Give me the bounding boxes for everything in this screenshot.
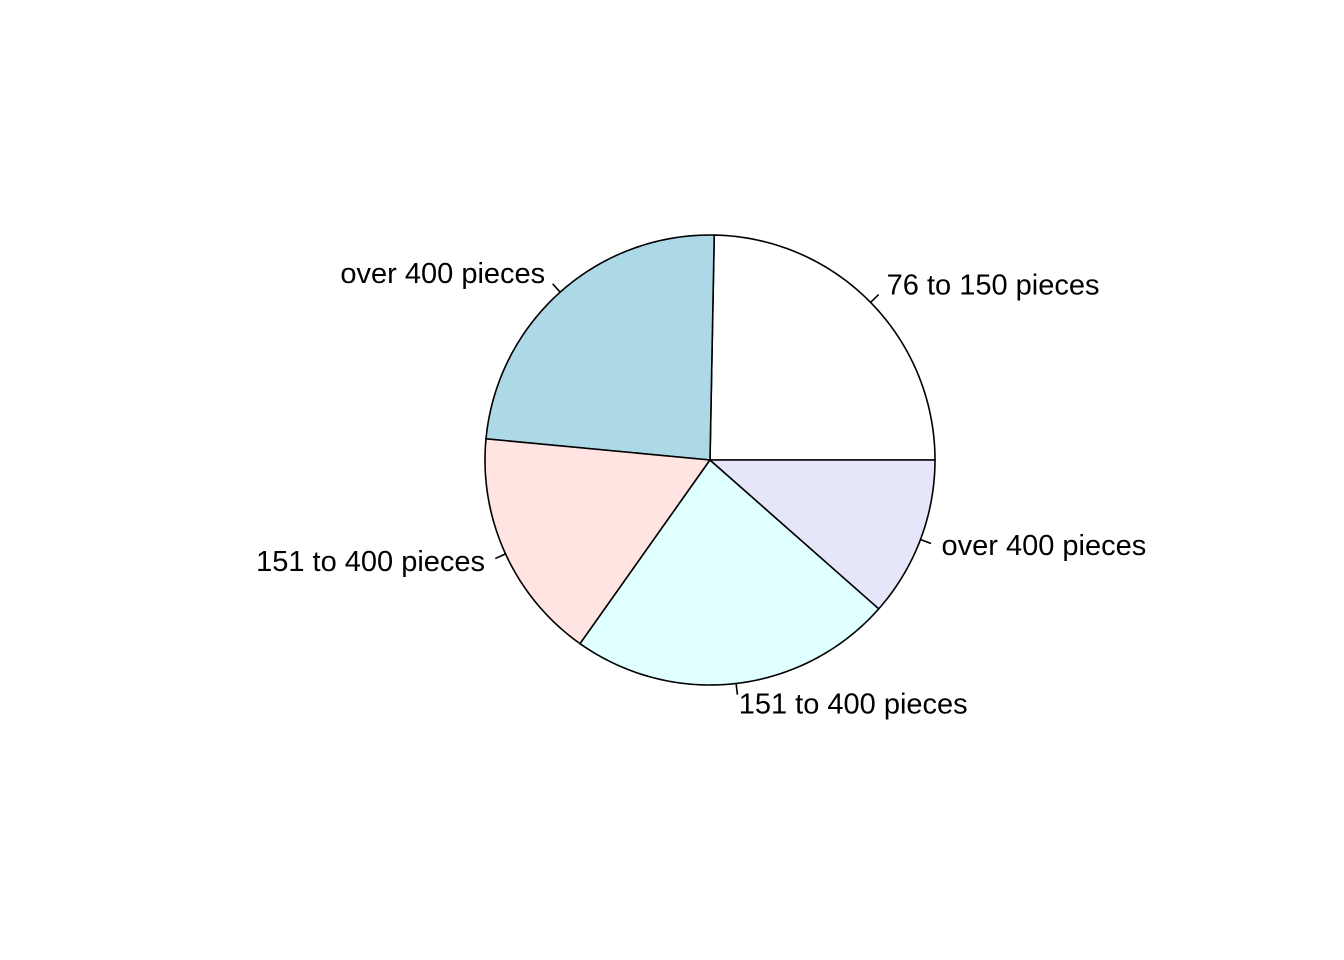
pie-slice-4 bbox=[578, 458, 880, 686]
label-ticks bbox=[494, 283, 932, 695]
label-tick-5 bbox=[920, 538, 932, 545]
label-tick-1 bbox=[870, 293, 880, 303]
pie-slice-5 bbox=[707, 459, 936, 610]
label-tick-2 bbox=[552, 283, 561, 293]
slice-labels: 76 to 150 pieces over 400 pieces 151 to 40… bbox=[256, 258, 1146, 720]
slice-label-1: 76 to 150 pieces bbox=[887, 269, 1100, 301]
label-tick-3 bbox=[494, 553, 506, 560]
pie-slices bbox=[484, 234, 936, 686]
slice-label-3: 151 to 400 pieces bbox=[256, 546, 485, 578]
slice-label-4: 151 to 400 pieces bbox=[739, 688, 968, 720]
pie-slice-3 bbox=[484, 437, 712, 645]
slice-label-2: over 400 pieces bbox=[340, 258, 545, 290]
label-tick-4 bbox=[735, 683, 739, 695]
slice-label-5: over 400 pieces bbox=[942, 530, 1147, 562]
pie-slice-1 bbox=[709, 234, 936, 461]
